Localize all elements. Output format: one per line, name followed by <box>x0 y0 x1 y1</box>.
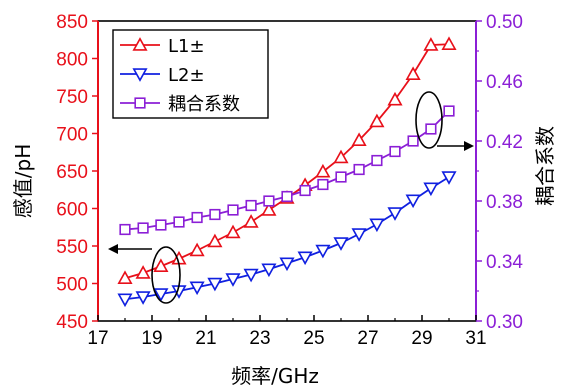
data-point-l1 <box>243 214 259 228</box>
x-tick-label: 29 <box>411 328 432 349</box>
data-point-l2 <box>405 194 421 209</box>
y-left-tick-label: 800 <box>56 50 88 71</box>
left-axis-indicator-ellipse <box>151 246 181 304</box>
y-left-tick-label: 450 <box>56 312 88 333</box>
data-point-l2 <box>333 237 349 251</box>
axes: 17 19 21 23 25 27 29 31 450 500 550 600 650 700 750 800… <box>11 12 557 388</box>
data-point-l1 <box>351 132 367 147</box>
data-point-coupling <box>173 216 185 228</box>
legend-label-coupling: 耦合系数 <box>168 94 240 115</box>
x-tick-label: 17 <box>87 328 108 349</box>
data-point-l1 <box>117 270 133 285</box>
data-point-l2 <box>225 273 241 287</box>
data-point-l2 <box>315 244 331 259</box>
data-point-l1 <box>225 224 241 239</box>
data-point-l2 <box>135 291 151 305</box>
legend-marker-l1 <box>132 37 148 51</box>
x-tick-label: 21 <box>195 328 216 349</box>
data-point-l2 <box>279 257 295 272</box>
data-point-coupling <box>119 223 131 236</box>
data-point-coupling <box>245 199 257 212</box>
y-right-tick-label: 0.50 <box>486 12 523 33</box>
data-point-l1 <box>207 233 223 248</box>
data-point-l2 <box>153 288 169 302</box>
y-left-tick-label: 600 <box>56 200 88 221</box>
legend-marker-coupling <box>134 97 146 109</box>
data-point-l2 <box>369 218 385 233</box>
x-axis-title: 频率/GHz <box>231 364 319 388</box>
data-point-l2 <box>351 228 367 242</box>
x-tick-label: 23 <box>249 328 270 349</box>
data-point-coupling <box>137 222 149 234</box>
data-point-l1 <box>387 91 403 106</box>
data-point-coupling <box>371 154 383 167</box>
y-left-axis-title: 感值/pH <box>11 144 35 218</box>
data-point-coupling <box>299 184 311 197</box>
data-point-l2 <box>243 268 259 283</box>
data-point-l2 <box>207 277 223 292</box>
right-axis-indicator-ellipse <box>415 91 443 149</box>
y-right-tick-label: 0.38 <box>486 192 523 213</box>
data-point-l1 <box>369 113 385 128</box>
data-point-coupling <box>155 219 167 231</box>
y-right-tick-label: 0.34 <box>486 252 523 273</box>
y-right-tick-label: 0.42 <box>486 132 523 153</box>
y-left-tick-label: 550 <box>56 237 88 258</box>
left-arrow-head <box>108 244 118 254</box>
data-point-l1 <box>135 265 151 279</box>
legend-marker-l2 <box>132 68 148 82</box>
right-arrow-head <box>464 141 474 151</box>
y-left-tick-label: 700 <box>56 125 88 146</box>
axis-indicators <box>108 91 474 304</box>
data-point-coupling <box>227 204 239 216</box>
data-point-coupling <box>407 135 419 147</box>
data-point-coupling <box>209 208 221 221</box>
data-point-l2 <box>423 182 439 197</box>
data-point-l1 <box>189 242 205 257</box>
legend: L1± L2± 耦合系数 <box>112 29 269 119</box>
y-left-tick-label: 650 <box>56 162 88 183</box>
data-point-l1 <box>441 36 457 51</box>
y-left-tick-label: 850 <box>56 12 88 33</box>
series-line-coupling <box>124 110 450 231</box>
data-point-coupling <box>281 190 293 203</box>
data-point-l2 <box>261 263 277 278</box>
data-point-l1 <box>153 258 169 273</box>
y-right-tick-label: 0.30 <box>486 312 523 333</box>
data-point-l2 <box>441 171 457 185</box>
x-tick-label: 25 <box>303 328 324 349</box>
y-right-tick-label: 0.46 <box>486 72 523 93</box>
data-point-coupling <box>353 163 365 176</box>
data-point-coupling <box>191 211 203 224</box>
data-point-l1 <box>315 163 331 178</box>
x-tick-label: 27 <box>357 328 378 349</box>
data-point-l2 <box>117 293 133 308</box>
legend-label-l1: L1± <box>168 36 205 57</box>
data-point-coupling <box>425 123 437 135</box>
data-point-l1 <box>261 202 277 216</box>
x-tick-label: 31 <box>465 328 486 349</box>
legend-label-l2: L2± <box>168 65 205 86</box>
y-right-axis-title: 耦合系数 <box>533 126 557 206</box>
data-point-l2 <box>297 251 313 266</box>
y-left-tick-label: 500 <box>56 275 88 296</box>
data-point-coupling <box>317 178 329 191</box>
data-point-l2 <box>189 281 205 296</box>
series-marks <box>117 36 457 308</box>
data-point-l1 <box>333 149 349 164</box>
data-point-l1 <box>405 66 421 81</box>
data-point-coupling <box>335 171 347 183</box>
data-point-coupling <box>443 105 455 117</box>
data-point-coupling <box>263 195 275 207</box>
x-tick-label: 19 <box>141 328 162 349</box>
data-point-l2 <box>387 207 403 221</box>
data-point-l1 <box>423 37 439 51</box>
y-left-tick-label: 750 <box>56 87 88 108</box>
data-point-coupling <box>389 145 401 158</box>
